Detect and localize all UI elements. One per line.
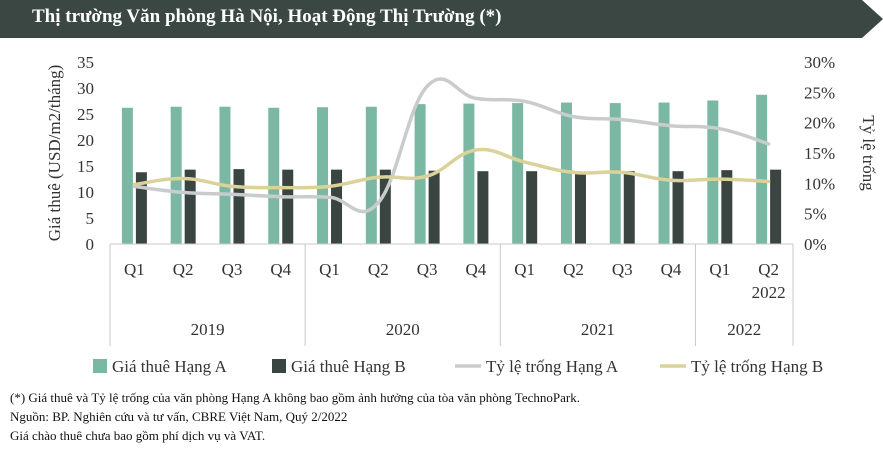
y-tick-label: 0 [86, 235, 95, 254]
bar-hang-a [121, 107, 133, 244]
legend-label: Tỷ lệ trống Hạng B [691, 357, 823, 376]
y-tick-label: 15 [77, 157, 94, 176]
x-tick-label: Q3 [417, 260, 438, 279]
bar-hang-a [756, 94, 768, 244]
chart-title: Thị trường Văn phòng Hà Nội, Hoạt Động T… [32, 6, 502, 27]
x-tick-label: Q3 [222, 260, 243, 279]
bar-hang-a [560, 102, 572, 244]
y2-tick-label: 5% [804, 205, 827, 224]
y-tick-label: 30 [77, 79, 94, 98]
x-tick-label: Q1 [319, 260, 340, 279]
bar-hang-b [184, 169, 196, 244]
y-tick-label: 5 [86, 209, 95, 228]
chart-area: 0 5 10 15 20 25 30 35 0% 5% 10% 15% 20% 25% 30% Giá thu… [45, 53, 878, 376]
bar-hang-b [623, 171, 635, 244]
bar-hang-b [135, 172, 147, 244]
y2-tick-label: 10% [804, 174, 835, 193]
bar-hang-a [219, 106, 231, 244]
bar-hang-a [512, 103, 524, 244]
x-tick-label: Q4 [270, 260, 291, 279]
bar-hang-a [365, 106, 377, 244]
year-group-label: 2022 [727, 320, 761, 339]
bar-hang-a [463, 103, 475, 244]
footnotes: (*) Giá thuê và Tỷ lệ trống của văn phòn… [10, 388, 580, 445]
bar-hang-b [574, 171, 586, 244]
year-group-label: 2020 [386, 320, 420, 339]
footnote-source: Nguồn: BP. Nghiên cứu và tư vấn, CBRE Vi… [10, 409, 348, 424]
bar-hang-b [282, 169, 294, 244]
x-tick-label: Q2 [368, 260, 389, 279]
bar-hang-b [770, 169, 782, 244]
footnote-price-note: Giá chào thuê chưa bao gồm phí dịch vụ v… [10, 428, 266, 443]
bar-hang-b [721, 170, 733, 244]
x-tick-label-year-suffix: 2022 [752, 283, 786, 302]
year-group-label: 2021 [581, 320, 615, 339]
x-tick-label: Q4 [466, 260, 487, 279]
y-tick-label: 25 [77, 105, 94, 124]
bar-hang-a [170, 106, 182, 244]
bar-hang-a [268, 107, 280, 244]
x-tick-label: Q2 [173, 260, 194, 279]
legend-swatch [93, 359, 107, 373]
bar-hang-b [379, 169, 391, 244]
bar-hang-b [233, 169, 245, 244]
y2-tick-label: 30% [804, 53, 835, 72]
legend-label: Giá thuê Hạng A [112, 357, 227, 376]
x-tick-label: Q1 [709, 260, 730, 279]
bar-hang-b [331, 169, 343, 244]
x-tick-label: Q3 [612, 260, 633, 279]
line-vacancy-hang-b [132, 147, 771, 190]
x-tick-label: Q1 [514, 260, 535, 279]
bar-hang-a [414, 104, 426, 245]
legend-label: Tỷ lệ trống Hạng A [486, 357, 619, 376]
x-tick-label: Q4 [661, 260, 682, 279]
y2-tick-label: 15% [804, 144, 835, 163]
y-tick-label: 10 [77, 183, 94, 202]
bar-hang-a [658, 102, 670, 244]
bar-hang-b [477, 171, 489, 244]
bar-hang-a [317, 107, 329, 245]
bar-hang-a [707, 100, 719, 244]
footnote-exclusion: (*) Giá thuê và Tỷ lệ trống của văn phòn… [10, 390, 580, 405]
bar-hang-b [672, 171, 684, 244]
bar-hang-b [428, 170, 440, 244]
year-group-label: 2019 [191, 320, 225, 339]
x-tick-label: Q2 [563, 260, 584, 279]
legend-swatch [272, 359, 286, 373]
title-banner-shape [0, 0, 883, 38]
line-vacancy-hang-a [132, 77, 771, 214]
title-bar: Thị trường Văn phòng Hà Nội, Hoạt Động T… [0, 0, 883, 38]
y2-tick-label: 25% [804, 83, 835, 102]
y-axis-title: Giá thuê (USD/m2/tháng) [45, 65, 64, 242]
legend-label: Giá thuê Hạng B [291, 357, 406, 376]
x-tick-label: Q2 [758, 260, 779, 279]
x-tick-label: Q1 [124, 260, 145, 279]
y2-tick-label: 20% [804, 114, 835, 133]
y2-tick-label: 0% [804, 235, 827, 254]
bar-hang-b [526, 171, 538, 244]
y2-axis-title: Tỷ lệ trống [859, 115, 878, 191]
y-tick-label: 20 [77, 131, 94, 150]
y-tick-label: 35 [77, 53, 94, 72]
